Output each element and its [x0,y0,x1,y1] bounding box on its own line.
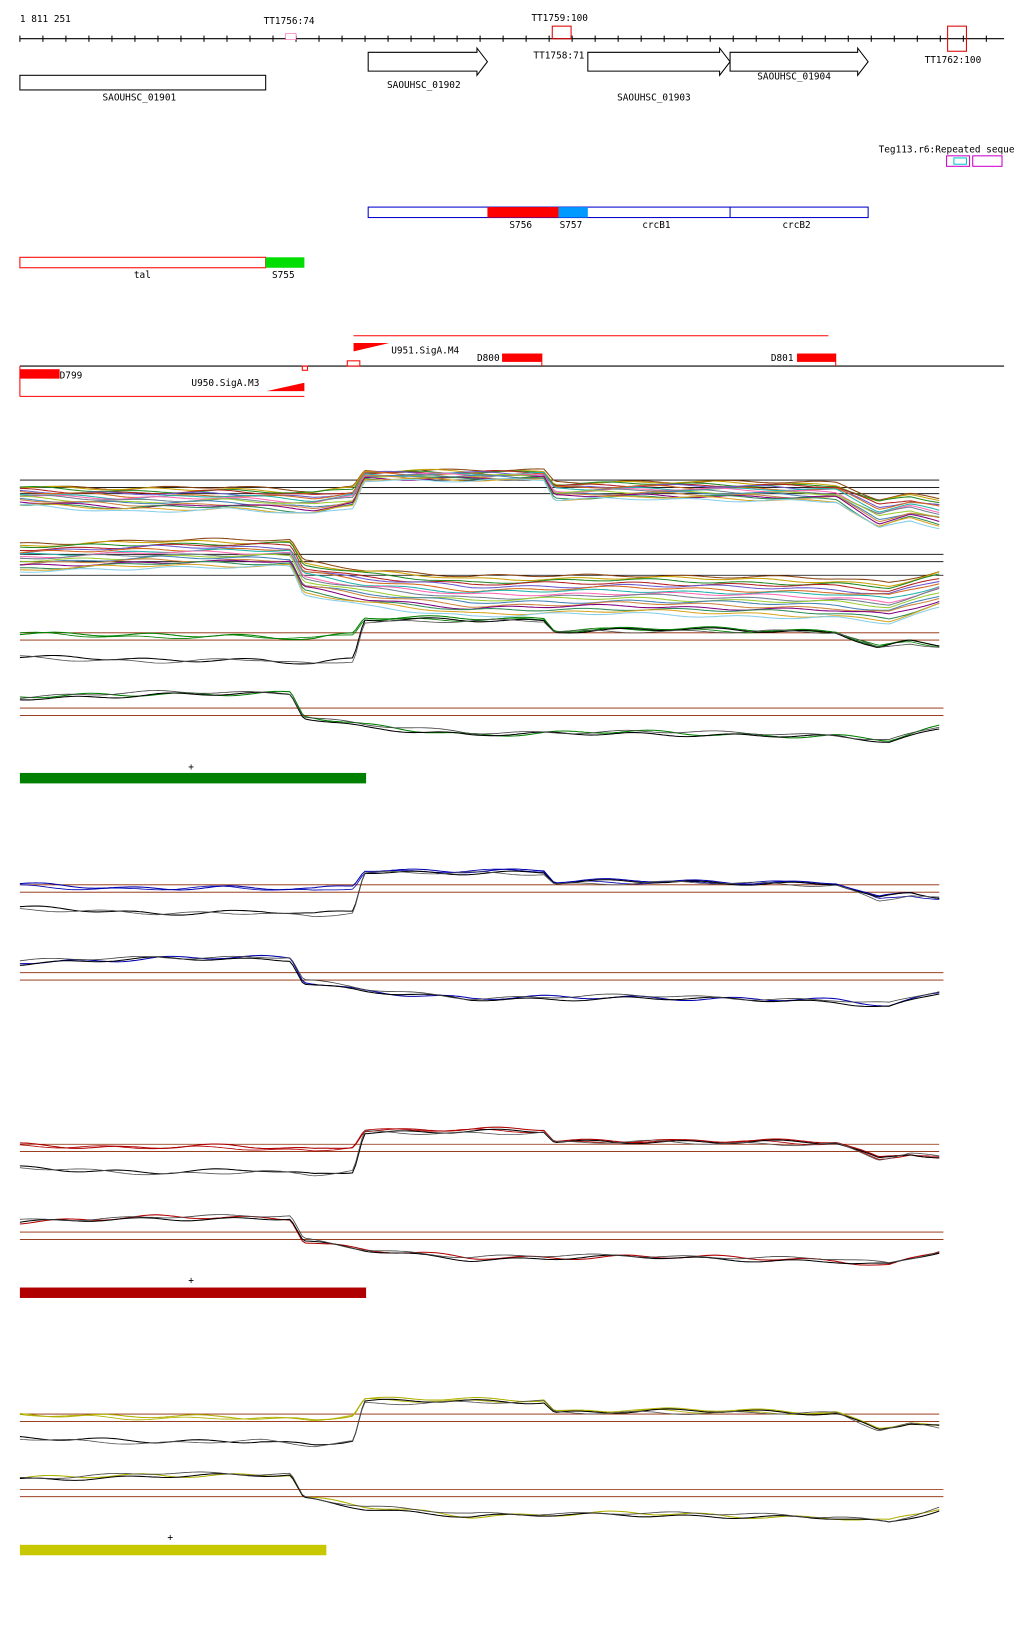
feature-label: D799 [60,371,83,382]
expression-line [19,691,940,743]
gene-label: SAOUHSC_01901 [103,92,177,103]
expression-line [19,550,940,604]
coverage-bar [19,772,367,784]
terminator-label: TT1758:71 [533,51,584,62]
expression-line [19,870,940,916]
promoter-label: U951.SigA.M4 [391,346,459,357]
region [558,207,588,218]
region-label: crcB2 [782,220,810,231]
ruler-start: 1 811 251 [20,14,71,25]
terminator [947,25,967,52]
feature-label: D801 [771,353,794,364]
feature-label: D800 [477,353,500,364]
expression-line [19,544,940,595]
expression-line [19,1128,940,1160]
region [19,256,267,269]
region-label: tal [134,270,151,281]
expression-line [19,1473,940,1521]
feature [797,353,836,362]
promoter [266,366,305,392]
expression-line [19,1126,940,1159]
expression-line [19,477,940,527]
expression-line [19,1398,940,1446]
expression-line [19,468,940,501]
feature [502,353,542,362]
expression-line [19,563,940,623]
expression-line [19,475,940,523]
plus-mark: + [188,762,194,773]
coverage-bar [19,1544,327,1556]
gene [729,46,869,77]
terminator [551,25,572,40]
expression-line [19,478,940,530]
expression-line [19,870,940,918]
expression-line [19,1214,940,1264]
expression-line [19,553,940,609]
terminator-label: TT1762:100 [925,55,982,66]
expression-line [19,564,940,625]
expression-line [19,1400,940,1448]
gene-label: SAOUHSC_01902 [387,80,461,91]
expression-line [19,537,940,583]
expression-line [19,552,940,606]
expression-line [19,1471,940,1523]
expression-line [19,470,940,509]
expression-line [19,558,940,612]
expression-line [19,956,940,1008]
region-label: crcB1 [642,220,671,231]
expression-line [19,543,940,592]
region-bar [367,206,869,219]
gene [367,46,489,77]
gene [19,74,267,91]
plus-mark: + [188,1275,194,1286]
expression-line [19,474,940,521]
terminator-label: TT1759:100 [531,13,588,24]
promoter [353,343,390,367]
terminator-label: TT1756:74 [264,16,315,27]
region [265,257,305,268]
expression-line [19,555,940,611]
expression-line [19,476,940,527]
repeat-label: Teg113.r6:Repeated seque [879,145,1015,156]
repeat-box [953,157,967,165]
plus-mark: + [167,1533,173,1544]
gene-label: SAOUHSC_01903 [617,92,691,103]
expression-line [19,1217,940,1265]
coverage-bar [19,1287,367,1298]
expression-line [19,618,940,664]
region [487,207,559,218]
expression-line [19,1396,940,1429]
ruler [19,35,1005,42]
expression-line [19,1130,940,1177]
expression-line [19,471,940,513]
region-label: S755 [272,270,295,281]
repeat-box [946,155,971,167]
expression-line [19,955,940,1003]
expression-line [19,541,940,589]
feature [19,369,60,379]
expression-line [19,1214,940,1266]
expression-line [19,868,940,900]
gene [587,46,731,77]
repeat-box [972,155,1003,167]
expression-line [19,617,940,665]
expression-line [19,1473,940,1523]
gene-label: SAOUHSC_01904 [757,71,831,82]
region-label: S756 [509,220,532,231]
promoter-box [346,360,361,367]
region-label: S757 [560,220,583,231]
expression-line [19,540,940,587]
terminator [285,33,297,41]
promoter-box [301,365,309,371]
expression-line [19,561,940,620]
expression-line [19,689,940,740]
expression-tracks [19,468,944,1523]
promoter-label: U950.SigA.M3 [191,378,259,389]
expression-line [19,559,940,615]
